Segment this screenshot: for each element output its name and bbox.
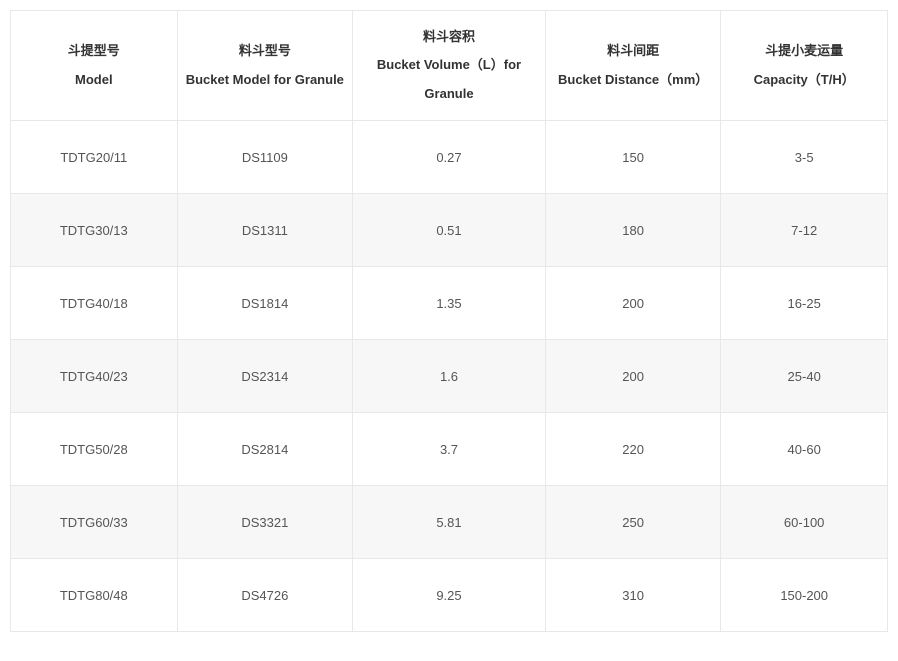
cell-bucket-model: DS1311: [177, 194, 352, 267]
col-header-capacity-en: Capacity（T/H）: [727, 66, 881, 95]
col-header-bucket-volume-en: Bucket Volume（L）for Granule: [359, 51, 539, 108]
col-header-model: 斗提型号 Model: [11, 11, 178, 121]
cell-model: TDTG40/23: [11, 340, 178, 413]
col-header-bucket-volume-cn: 料斗容积: [359, 23, 539, 52]
cell-bucket-distance: 180: [545, 194, 720, 267]
cell-bucket-model: DS3321: [177, 486, 352, 559]
cell-capacity: 150-200: [721, 559, 888, 632]
cell-model: TDTG60/33: [11, 486, 178, 559]
cell-bucket-volume: 5.81: [353, 486, 546, 559]
cell-bucket-distance: 150: [545, 121, 720, 194]
cell-bucket-volume: 1.35: [353, 267, 546, 340]
header-row: 斗提型号 Model 料斗型号 Bucket Model for Granule…: [11, 11, 888, 121]
col-header-bucket-model: 料斗型号 Bucket Model for Granule: [177, 11, 352, 121]
cell-bucket-distance: 220: [545, 413, 720, 486]
cell-bucket-distance: 200: [545, 340, 720, 413]
cell-model: TDTG50/28: [11, 413, 178, 486]
table-row: TDTG50/28 DS2814 3.7 220 40-60: [11, 413, 888, 486]
table-row: TDTG20/11 DS1109 0.27 150 3-5: [11, 121, 888, 194]
col-header-bucket-model-cn: 料斗型号: [184, 37, 346, 66]
cell-bucket-volume: 9.25: [353, 559, 546, 632]
cell-bucket-model: DS1814: [177, 267, 352, 340]
cell-capacity: 16-25: [721, 267, 888, 340]
table-row: TDTG40/23 DS2314 1.6 200 25-40: [11, 340, 888, 413]
table-head: 斗提型号 Model 料斗型号 Bucket Model for Granule…: [11, 11, 888, 121]
table-row: TDTG60/33 DS3321 5.81 250 60-100: [11, 486, 888, 559]
cell-model: TDTG80/48: [11, 559, 178, 632]
spec-table: 斗提型号 Model 料斗型号 Bucket Model for Granule…: [10, 10, 888, 632]
col-header-bucket-distance-en: Bucket Distance（mm）: [552, 66, 714, 95]
cell-bucket-distance: 250: [545, 486, 720, 559]
cell-bucket-volume: 0.27: [353, 121, 546, 194]
spec-table-container: 斗提型号 Model 料斗型号 Bucket Model for Granule…: [10, 10, 888, 632]
cell-bucket-model: DS2314: [177, 340, 352, 413]
col-header-capacity-cn: 斗提小麦运量: [727, 37, 881, 66]
col-header-bucket-distance: 料斗间距 Bucket Distance（mm）: [545, 11, 720, 121]
cell-model: TDTG20/11: [11, 121, 178, 194]
cell-model: TDTG40/18: [11, 267, 178, 340]
cell-bucket-distance: 200: [545, 267, 720, 340]
cell-bucket-model: DS4726: [177, 559, 352, 632]
cell-bucket-model: DS2814: [177, 413, 352, 486]
cell-capacity: 3-5: [721, 121, 888, 194]
col-header-bucket-volume: 料斗容积 Bucket Volume（L）for Granule: [353, 11, 546, 121]
table-row: TDTG40/18 DS1814 1.35 200 16-25: [11, 267, 888, 340]
table-body: TDTG20/11 DS1109 0.27 150 3-5 TDTG30/13 …: [11, 121, 888, 632]
table-row: TDTG80/48 DS4726 9.25 310 150-200: [11, 559, 888, 632]
cell-capacity: 60-100: [721, 486, 888, 559]
cell-bucket-distance: 310: [545, 559, 720, 632]
cell-bucket-volume: 3.7: [353, 413, 546, 486]
cell-capacity: 25-40: [721, 340, 888, 413]
col-header-model-en: Model: [17, 66, 171, 95]
cell-bucket-volume: 0.51: [353, 194, 546, 267]
cell-bucket-model: DS1109: [177, 121, 352, 194]
col-header-model-cn: 斗提型号: [17, 37, 171, 66]
cell-model: TDTG30/13: [11, 194, 178, 267]
table-row: TDTG30/13 DS1311 0.51 180 7-12: [11, 194, 888, 267]
cell-capacity: 40-60: [721, 413, 888, 486]
col-header-bucket-model-en: Bucket Model for Granule: [184, 66, 346, 95]
cell-bucket-volume: 1.6: [353, 340, 546, 413]
col-header-capacity: 斗提小麦运量 Capacity（T/H）: [721, 11, 888, 121]
col-header-bucket-distance-cn: 料斗间距: [552, 37, 714, 66]
cell-capacity: 7-12: [721, 194, 888, 267]
